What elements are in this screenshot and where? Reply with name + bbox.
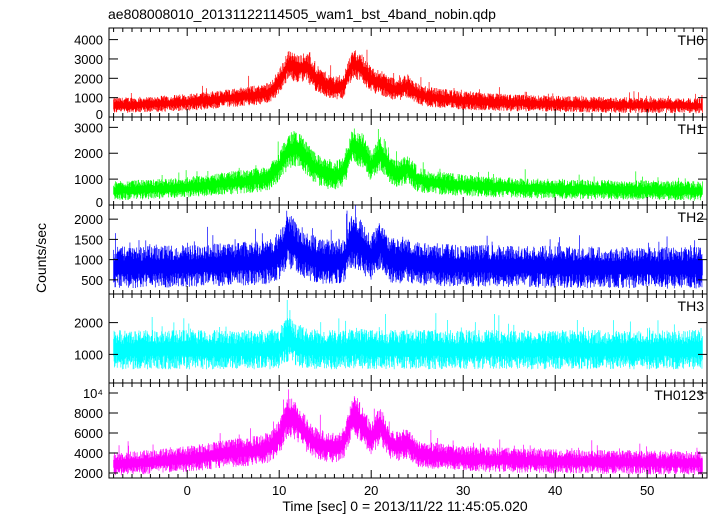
- y-tick-label-th0123: 2000: [74, 466, 103, 481]
- y-tick-label-th1: 0: [96, 195, 103, 210]
- y-tick-label-th3: 1000: [74, 347, 103, 362]
- x-tick-label: 40: [548, 483, 562, 498]
- y-tick-label-th0: 3000: [74, 52, 103, 67]
- x-tick-label: 30: [456, 483, 470, 498]
- series-trace-th1: [113, 128, 703, 201]
- y-tick-label-th0: 0: [96, 107, 103, 122]
- y-tick-label-th2: 1000: [74, 253, 103, 268]
- y-tick-label-th1: 3000: [74, 120, 103, 135]
- x-tick-label: 10: [272, 483, 286, 498]
- y-tick-label-th0123: 10⁴: [83, 386, 103, 401]
- panel-label-th3: TH3: [678, 298, 705, 314]
- y-tick-label-th1: 2000: [74, 146, 103, 161]
- panel-label-th2: TH2: [678, 209, 705, 225]
- y-tick-label-th0: 2000: [74, 71, 103, 86]
- panel-label-th0123: TH0123: [654, 387, 704, 403]
- y-tick-label-th0123: 4000: [74, 446, 103, 461]
- chart-title: ae808008010_20131122114505_wam1_bst_4ban…: [108, 6, 496, 22]
- y-tick-label-th3: 2000: [74, 316, 103, 331]
- series-trace-th3: [113, 300, 703, 370]
- x-tick-label: 50: [640, 483, 654, 498]
- series-trace-th2: [113, 205, 703, 289]
- series-trace-th0123: [113, 389, 703, 476]
- y-tick-label-th0123: 6000: [74, 426, 103, 441]
- y-tick-label-th2: 1500: [74, 232, 103, 247]
- y-axis-label: Counts/sec: [33, 223, 49, 293]
- panel-label-th0: TH0: [678, 32, 705, 48]
- x-tick-label: 20: [364, 483, 378, 498]
- series-trace-th0: [113, 49, 703, 114]
- y-tick-label-th1: 1000: [74, 172, 103, 187]
- y-tick-label-th2: 2000: [74, 212, 103, 227]
- panel-label-th1: TH1: [678, 121, 705, 137]
- y-tick-label-th0: 1000: [74, 91, 103, 106]
- x-axis-label: Time [sec] 0 = 2013/11/22 11:45:05.020: [282, 498, 528, 514]
- x-tick-label: 0: [184, 483, 191, 498]
- y-tick-label-th0: 4000: [74, 33, 103, 48]
- y-tick-label-th0123: 8000: [74, 406, 103, 421]
- y-tick-label-th2: 500: [81, 273, 103, 288]
